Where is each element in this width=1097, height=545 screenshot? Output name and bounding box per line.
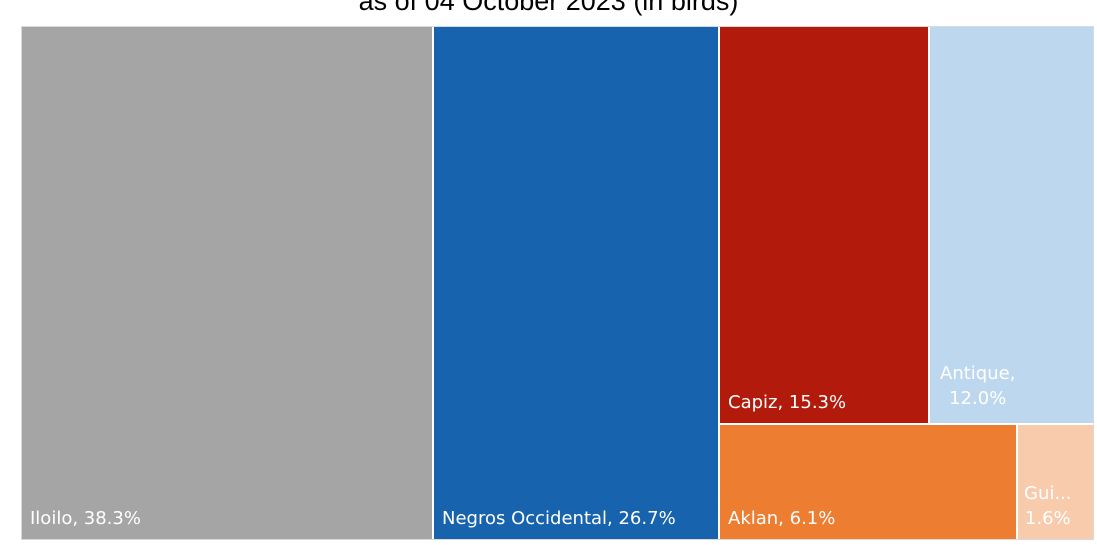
tile-guimaras: Gui... 1.6%: [1018, 425, 1093, 539]
tile-label-antique-line1: Antique,: [940, 363, 1016, 384]
tile-label-aklan: Aklan, 6.1%: [728, 508, 836, 529]
tile-label-negros-occidental: Negros Occidental, 26.7%: [442, 508, 676, 529]
treemap-plot-area: Iloilo, 38.3% Negros Occidental, 26.7% C…: [21, 26, 1094, 540]
tile-label-guimaras: Gui... 1.6%: [1024, 481, 1072, 531]
tile-capiz: Capiz, 15.3%: [720, 27, 928, 423]
tile-negros-occidental: Negros Occidental, 26.7%: [434, 27, 718, 539]
tile-label-iloilo: Iloilo, 38.3%: [30, 508, 141, 529]
tile-iloilo: Iloilo, 38.3%: [22, 27, 432, 539]
tile-label-capiz: Capiz, 15.3%: [728, 392, 847, 413]
chart-title: as of 04 October 2023 (in birds): [358, 0, 739, 16]
tile-label-antique: Antique, 12.0%: [940, 361, 1015, 411]
tile-antique: Antique, 12.0%: [930, 27, 1093, 423]
tile-label-antique-line2: 12.0%: [949, 388, 1007, 409]
tile-label-guimaras-line2: 1.6%: [1024, 508, 1071, 529]
tile-aklan: Aklan, 6.1%: [720, 425, 1016, 539]
tile-label-guimaras-line1: Gui...: [1024, 483, 1072, 504]
